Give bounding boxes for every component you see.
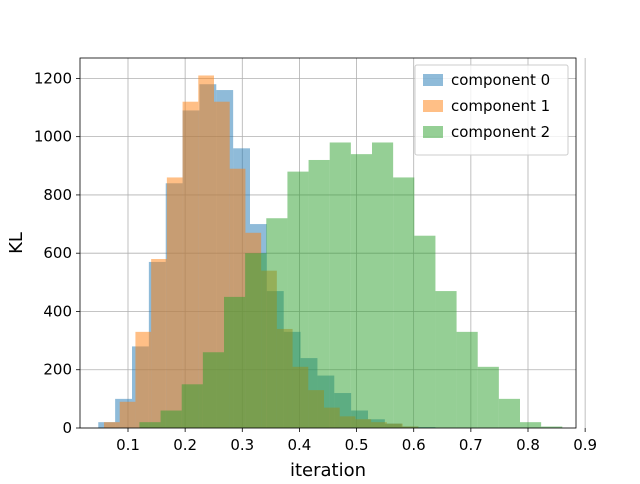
histogram-bar	[393, 177, 415, 428]
legend-label: component 2	[451, 123, 550, 141]
legend: component 0 component 1 component 2	[414, 64, 569, 156]
histogram-bar	[414, 235, 436, 428]
histogram-bar	[198, 75, 214, 428]
histogram-bar	[151, 259, 167, 428]
x-tick-label: 0.6	[402, 436, 426, 454]
histogram-bar	[435, 291, 457, 428]
histogram-bar	[160, 410, 182, 428]
legend-label: component 1	[451, 97, 550, 115]
x-tick-label: 0.5	[345, 436, 369, 454]
x-tick-label: 0.9	[573, 436, 597, 454]
x-tick-label: 0.1	[116, 436, 140, 454]
histogram-bar	[135, 331, 152, 428]
legend-swatch	[423, 100, 443, 112]
legend-swatch	[423, 74, 443, 86]
histogram-bar	[104, 422, 120, 428]
histogram-bar	[372, 142, 394, 428]
histogram-bar	[287, 171, 309, 428]
x-tick-label: 0.4	[287, 436, 311, 454]
histogram-bar	[456, 331, 478, 428]
histogram-bar	[182, 101, 199, 428]
histogram-bar	[166, 177, 183, 428]
y-tick-label: 1200	[34, 69, 72, 87]
legend-box	[414, 64, 569, 156]
y-tick-label: 200	[43, 361, 72, 379]
x-tick-label: 0.7	[459, 436, 483, 454]
histogram-bar	[520, 422, 542, 428]
histogram-bar	[245, 253, 267, 428]
legend-swatch	[423, 126, 443, 138]
histogram-bar	[498, 398, 520, 428]
histogram-bar	[308, 159, 330, 428]
y-axis-title: KL	[6, 232, 27, 254]
x-axis-title: iteration	[290, 460, 366, 480]
y-tick-label: 1000	[34, 128, 72, 146]
x-tick-label: 0.8	[516, 436, 540, 454]
histogram-bar	[541, 426, 563, 428]
y-tick-label: 800	[43, 186, 72, 204]
y-tick-label: 600	[43, 244, 72, 262]
histogram-bar	[202, 352, 224, 428]
x-tick-label: 0.2	[173, 436, 197, 454]
histogram-bar	[350, 154, 372, 429]
histogram-bar	[224, 296, 246, 428]
y-tick-label: 0	[62, 419, 72, 437]
histogram-bar	[139, 422, 161, 428]
histogram-bar	[329, 142, 351, 428]
histogram-bar	[266, 218, 288, 428]
histogram-bar	[119, 401, 136, 428]
histogram-bar	[181, 384, 203, 428]
plot-frame	[79, 57, 577, 429]
histogram-bar	[477, 366, 499, 428]
histogram-bars	[98, 75, 563, 429]
legend-label: component 0	[451, 71, 550, 89]
series-2-bars	[139, 142, 563, 429]
axis-ticks: 0.1 0.2 0.3 0.4 0.5 0.6 0.7 0.8 0.9 0 200 400 600 800…	[34, 69, 597, 454]
y-tick-label: 400	[43, 302, 72, 320]
x-tick-label: 0.3	[230, 436, 254, 454]
